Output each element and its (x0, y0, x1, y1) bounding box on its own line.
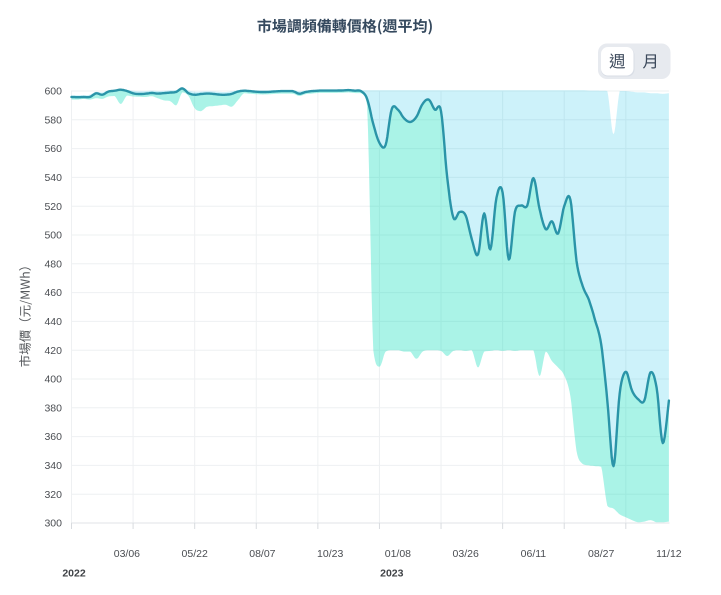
svg-text:580: 580 (44, 114, 62, 126)
svg-text:360: 360 (44, 431, 62, 443)
svg-text:08/27: 08/27 (588, 548, 614, 560)
svg-text:600: 600 (44, 86, 62, 98)
svg-text:06/11: 06/11 (521, 548, 547, 560)
svg-text:440: 440 (44, 316, 62, 328)
svg-text:500: 500 (44, 230, 62, 242)
svg-text:01/08: 01/08 (385, 548, 411, 560)
svg-text:520: 520 (44, 201, 62, 213)
svg-text:08/07: 08/07 (249, 548, 275, 560)
svg-text:540: 540 (44, 172, 62, 184)
svg-text:460: 460 (44, 287, 62, 299)
svg-text:480: 480 (44, 258, 62, 270)
svg-text:2022: 2022 (62, 568, 86, 580)
svg-text:560: 560 (44, 143, 62, 155)
svg-text:03/26: 03/26 (453, 548, 479, 560)
svg-text:05/22: 05/22 (182, 548, 208, 560)
svg-text:2023: 2023 (380, 568, 404, 580)
svg-text:420: 420 (44, 345, 62, 357)
svg-text:11/12: 11/12 (656, 548, 682, 560)
svg-text:320: 320 (44, 489, 62, 501)
svg-text:340: 340 (44, 460, 62, 472)
svg-text:380: 380 (44, 402, 62, 414)
svg-text:03/06: 03/06 (114, 548, 140, 560)
svg-text:400: 400 (44, 374, 62, 386)
svg-text:300: 300 (44, 518, 62, 530)
svg-text:10/23: 10/23 (317, 548, 343, 560)
